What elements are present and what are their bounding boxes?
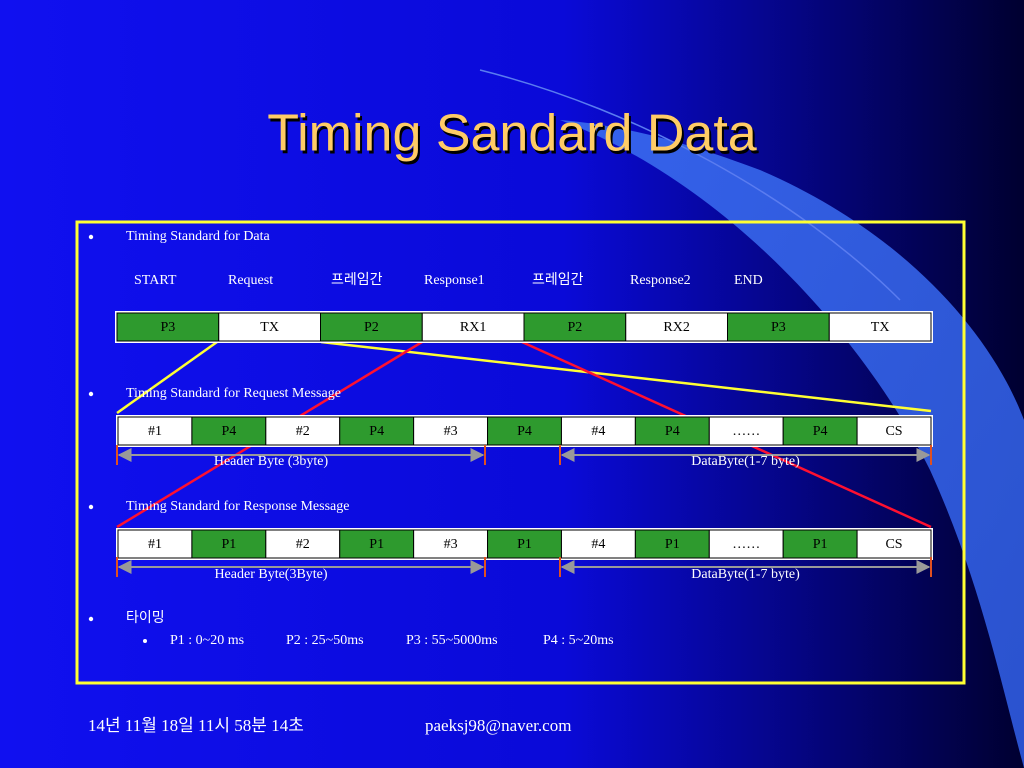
cell: [265, 529, 341, 559]
cell-label: ……: [732, 537, 760, 552]
heading: Timing Standard for Request Message: [126, 386, 341, 401]
phase-label: Response1: [424, 273, 485, 288]
swoosh-line: [479, 69, 901, 301]
cell: [708, 416, 784, 446]
cell-label: CS: [885, 424, 902, 439]
cell: [856, 416, 932, 446]
cell: [727, 312, 830, 342]
bullet: [143, 639, 147, 643]
cell: [116, 312, 220, 342]
timing-item: P2 : 25~50ms: [286, 633, 364, 648]
cell-label: #1: [148, 424, 162, 439]
cell-label: P1: [517, 537, 532, 552]
cell-label: #4: [591, 424, 605, 439]
footer-date: 14년 11월 18일 11시 58분 14초: [88, 716, 304, 735]
bracket-label: DataByte(1-7 byte): [691, 454, 800, 469]
cell-label: #3: [444, 424, 458, 439]
cell-label: P4: [665, 424, 680, 439]
cell: [218, 312, 321, 342]
timing-item: P1 : 0~20 ms: [170, 633, 244, 648]
heading: 타이밍: [126, 610, 165, 626]
cell-label: P4: [221, 424, 236, 439]
cell: [487, 529, 562, 559]
cell-label: P3: [160, 320, 175, 335]
cell: [413, 416, 489, 446]
title: Timing Sandard Data: [267, 105, 757, 163]
cell-row: P3 TX P2 RX1 P2 RX2 P3 TX: [115, 311, 933, 343]
bullet: [88, 234, 94, 240]
cell: [782, 416, 858, 446]
cell-label: TX: [871, 320, 890, 335]
heading: Timing Standard for Data: [126, 229, 271, 244]
connector: [116, 340, 218, 415]
phase-label: END: [734, 273, 763, 288]
cell: [421, 312, 525, 342]
cell: [634, 529, 710, 559]
phase-label: Response2: [630, 273, 691, 288]
cell-label: #4: [591, 537, 605, 552]
cell-label: P1: [813, 537, 828, 552]
cell-label: RX1: [460, 320, 486, 335]
phase-label: 프레임간: [532, 272, 584, 288]
swoosh: [560, 120, 1024, 768]
cell-label: P1: [665, 537, 680, 552]
title-shadow: Timing Sandard Data: [269, 108, 759, 166]
bullet: [88, 391, 94, 397]
cell-label: P3: [771, 320, 786, 335]
cell: [191, 416, 267, 446]
cell-label: #2: [296, 424, 310, 439]
cell-label: ……: [732, 424, 760, 439]
cell: [265, 416, 341, 446]
heading: Timing Standard for Response Message: [126, 499, 349, 514]
cell-label: P1: [221, 537, 236, 552]
cell-row: #1 P4 #2 P4 #3 P4 #4 P4 …… P4 CS: [116, 415, 933, 447]
cell: [856, 529, 932, 559]
bullet: [88, 616, 94, 622]
bracket-label: Header Byte (3byte): [214, 454, 329, 469]
bracket-label: DataByte(1-7 byte): [691, 567, 800, 582]
cell: [339, 416, 415, 446]
cell: [708, 529, 784, 559]
cell-label: P4: [813, 424, 828, 439]
cell: [191, 529, 267, 559]
bracket-label: Header Byte(3Byte): [214, 567, 327, 582]
bullet: [88, 504, 94, 510]
cell-label: P4: [517, 424, 532, 439]
cell-label: P1: [369, 537, 384, 552]
timing-item: P3 : 55~5000ms: [406, 633, 498, 648]
cell-label: #3: [444, 537, 458, 552]
phase-label: Request: [228, 273, 273, 288]
cell-label: TX: [260, 320, 279, 335]
content-box: [75, 220, 966, 685]
cell-label: RX2: [663, 320, 689, 335]
cell-label: CS: [885, 537, 902, 552]
cell: [487, 416, 562, 446]
phase-label: 프레임간: [331, 272, 383, 288]
cell: [560, 529, 636, 559]
cell: [320, 312, 423, 342]
cell-row: #1 P1 #2 P1 #3 P1 #4 P1 …… P1 CS: [116, 528, 933, 560]
cell: [634, 416, 710, 446]
cell-label: P2: [567, 320, 582, 335]
cell-label: P2: [364, 320, 379, 335]
cell-label: #1: [148, 537, 162, 552]
cell: [117, 416, 193, 446]
cell: [413, 529, 489, 559]
cell-label: P4: [369, 424, 384, 439]
cell: [560, 416, 636, 446]
cell: [339, 529, 415, 559]
connector: [320, 340, 932, 413]
timing-item: P4 : 5~20ms: [543, 633, 614, 648]
cell-label: #2: [296, 537, 310, 552]
cell: [828, 312, 932, 342]
footer-email: paeksj98@naver.com: [425, 716, 571, 735]
phase-label: START: [134, 273, 177, 288]
